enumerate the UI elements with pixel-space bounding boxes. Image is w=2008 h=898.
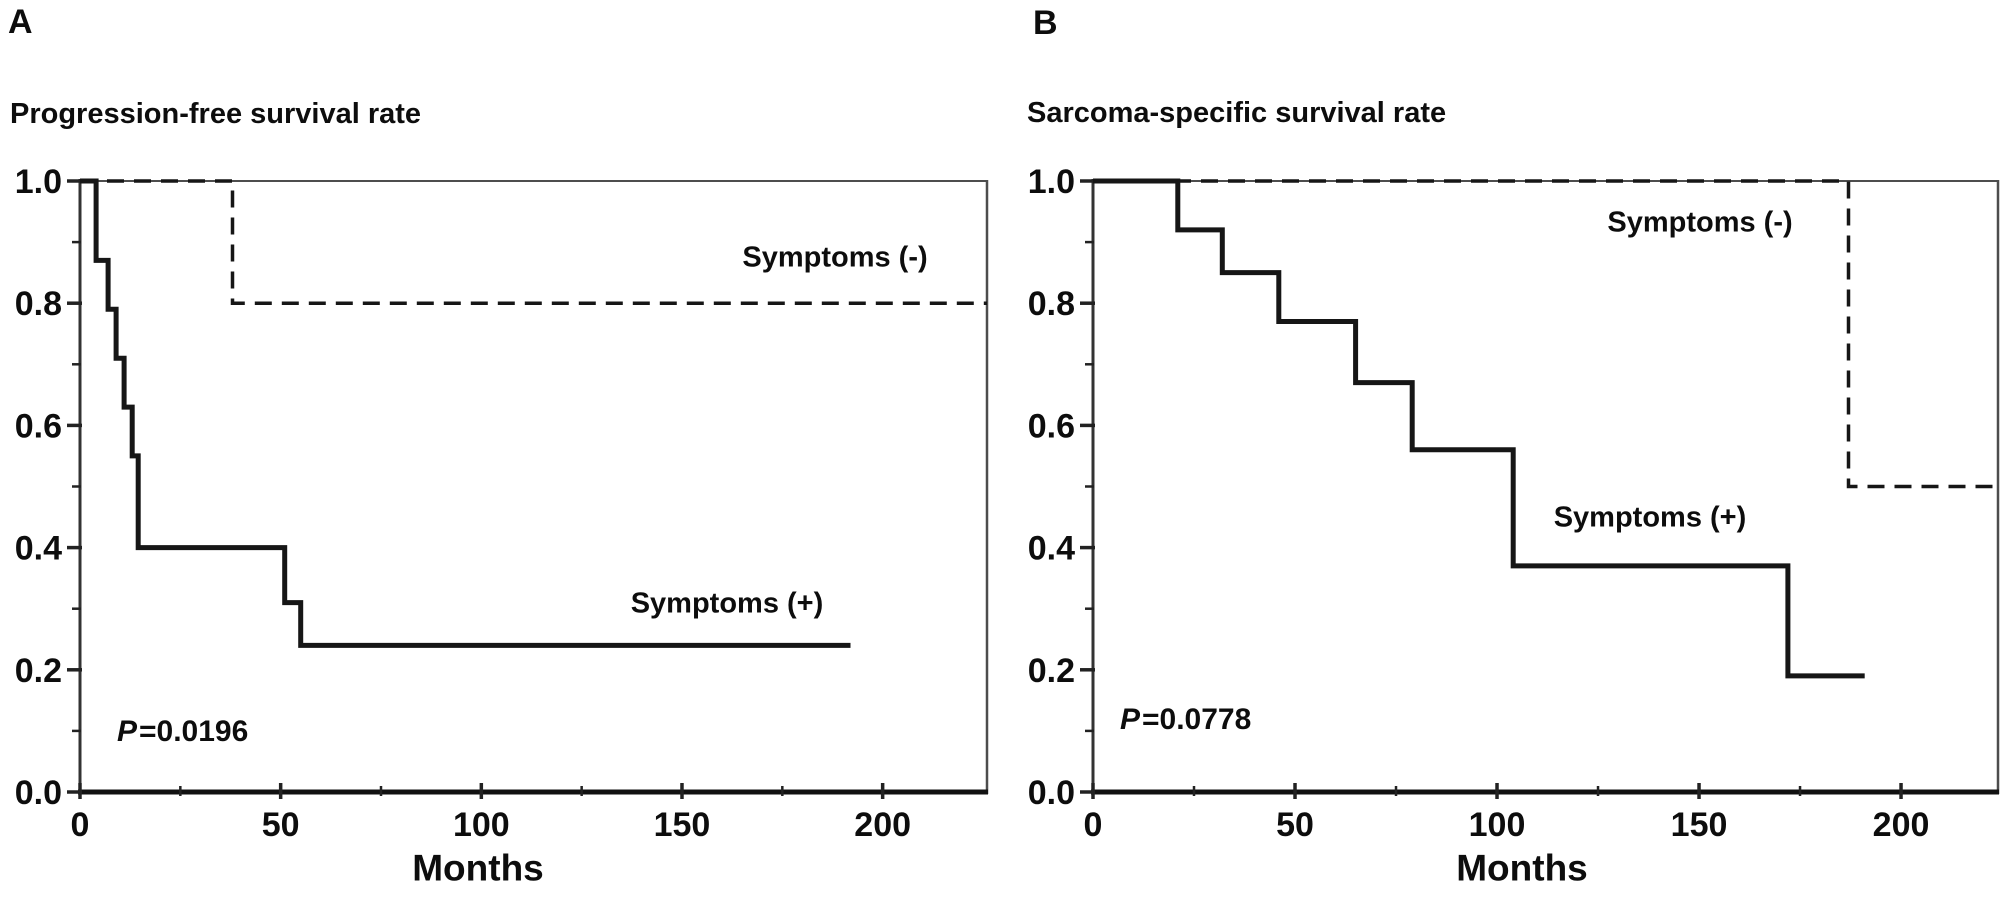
curve-label-symptoms-negative-b: Symptoms (-)	[1607, 206, 1793, 239]
y-tick-label: 1.0	[15, 163, 62, 201]
panel-letter-b: B	[1033, 4, 1059, 42]
x-tick-label: 0	[71, 806, 90, 844]
curve-label-symptoms-negative-a: Symptoms (-)	[742, 241, 928, 274]
y-axis-ticks: 1.0 0.8 0.6 0.4 0.2 0.0	[1028, 163, 1095, 812]
panel-a: 1.0 0.8 0.6 0.4 0.2 0.00 50 100 150 200	[15, 163, 989, 844]
y-axis-ticks: 1.0 0.8 0.6 0.4 0.2 0.0	[15, 163, 82, 812]
x-tick-label: 0	[1084, 806, 1103, 844]
y-tick-label: 0.6	[1028, 407, 1075, 445]
y-tick-label: 0.0	[15, 774, 62, 812]
p-value-a: P=0.0196	[117, 717, 248, 747]
y-tick-label: 1.0	[1028, 163, 1075, 201]
y-tick-label: 0.2	[15, 652, 62, 690]
x-axis-ticks: 0 50 100 150 200	[1084, 783, 1930, 844]
x-tick-label: 50	[262, 806, 300, 844]
x-tick-label: 100	[453, 806, 510, 844]
x-tick-label: 150	[1671, 806, 1728, 844]
panel-b: 1.0 0.8 0.6 0.4 0.2 0.00 50 100 150 200	[1028, 163, 2000, 844]
p-value-b: P=0.0778	[1120, 705, 1251, 735]
panel-title-a: Progression-free survival rate	[10, 98, 422, 130]
curve-label-symptoms-positive-a: Symptoms (+)	[630, 587, 824, 620]
p-value-a-number: =0.0196	[139, 715, 249, 748]
km-curve-symptoms-positive	[80, 178, 851, 648]
x-axis-title-a: Months	[412, 847, 544, 889]
y-tick-label: 0.4	[1028, 530, 1075, 568]
x-tick-label: 50	[1276, 806, 1314, 844]
y-tick-label: 0.2	[1028, 652, 1075, 690]
km-curve-symptoms-positive	[1093, 178, 1865, 679]
km-curve-symptoms-negative	[80, 179, 987, 305]
x-tick-label: 200	[854, 806, 911, 844]
p-value-b-symbol: P	[1120, 703, 1141, 736]
x-tick-label: 100	[1469, 806, 1526, 844]
p-value-b-number: =0.0778	[1142, 703, 1252, 736]
panel-letter-a: A	[8, 3, 34, 41]
panel-title-b: Sarcoma-specific survival rate	[1027, 97, 1447, 129]
y-tick-label: 0.4	[15, 530, 62, 568]
y-tick-label: 0.8	[1028, 285, 1075, 323]
x-tick-label: 150	[654, 806, 711, 844]
y-tick-label: 0.8	[15, 285, 62, 323]
x-tick-label: 200	[1873, 806, 1930, 844]
x-axis-title-b: Months	[1456, 847, 1588, 889]
p-value-a-symbol: P	[117, 715, 138, 748]
km-curve-symptoms-negative	[1093, 179, 1998, 489]
y-tick-label: 0.6	[15, 407, 62, 445]
x-axis-ticks: 0 50 100 150 200	[71, 783, 911, 844]
curve-label-symptoms-positive-b: Symptoms (+)	[1553, 501, 1747, 534]
y-tick-label: 0.0	[1028, 774, 1075, 812]
